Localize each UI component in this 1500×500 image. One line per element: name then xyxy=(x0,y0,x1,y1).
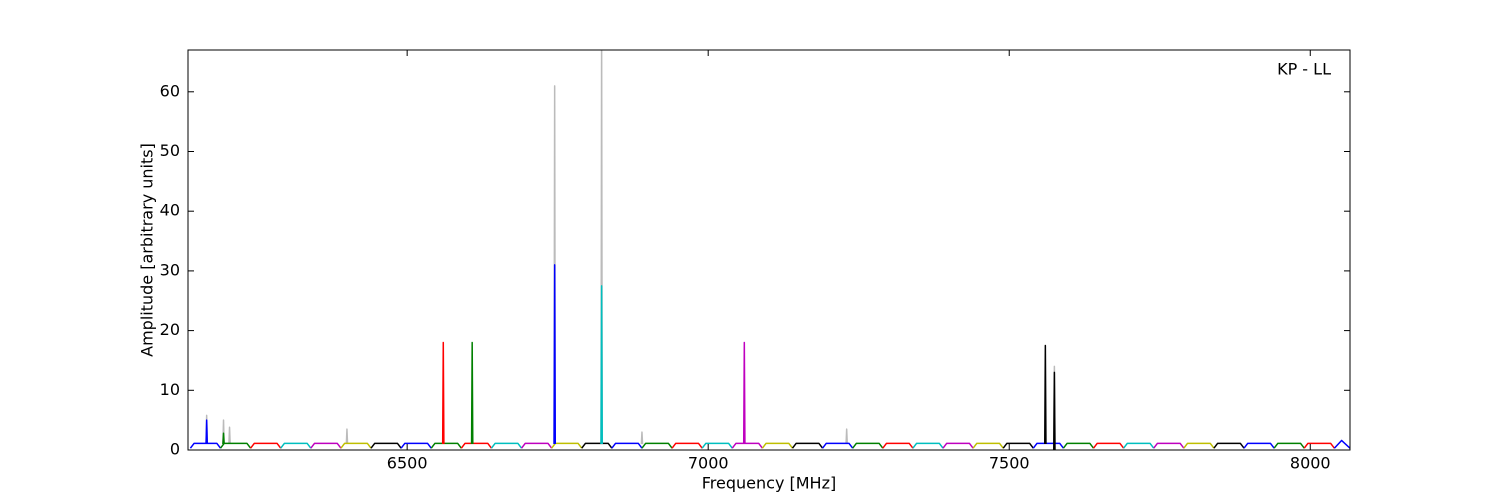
series-line xyxy=(310,442,342,449)
series-line xyxy=(1123,442,1155,449)
series-line xyxy=(490,442,523,449)
series-line xyxy=(1053,371,1056,450)
series-line xyxy=(611,442,643,449)
x-tick-label: 6500 xyxy=(387,454,428,473)
series-line xyxy=(551,442,583,449)
series-line xyxy=(400,442,432,449)
series-line xyxy=(250,442,282,449)
series-line xyxy=(1303,442,1335,449)
series-line xyxy=(1273,442,1305,449)
x-tick-label: 8000 xyxy=(1290,454,1331,473)
series-line xyxy=(600,285,603,445)
series-line xyxy=(553,264,557,445)
series-line xyxy=(520,442,553,449)
series-line xyxy=(1333,439,1350,449)
y-axis-label: Amplitude [arbitrary units] xyxy=(138,143,157,357)
series-line xyxy=(470,341,474,445)
series-line xyxy=(1213,442,1245,449)
series-line xyxy=(852,442,884,449)
y-tick-label: 10 xyxy=(160,380,180,399)
y-tick-label: 20 xyxy=(160,320,180,339)
series-line xyxy=(761,442,794,449)
x-axis-label: Frequency [MHz] xyxy=(702,474,836,493)
series-line xyxy=(1044,344,1047,445)
series-line xyxy=(430,442,462,449)
series-line xyxy=(791,442,824,449)
y-tick-label: 0 xyxy=(170,440,180,459)
plot-lines xyxy=(189,50,1350,450)
series-line xyxy=(671,442,703,449)
series-line xyxy=(1062,442,1095,449)
series-line xyxy=(942,442,974,449)
series-line xyxy=(222,432,225,445)
y-tick-label: 60 xyxy=(160,81,180,100)
series-line xyxy=(1032,442,1065,449)
series-line xyxy=(1002,442,1034,449)
series-line xyxy=(912,442,944,449)
series-line xyxy=(972,442,1004,449)
series-line xyxy=(280,442,312,449)
x-tick-label: 7500 xyxy=(989,454,1030,473)
series-line xyxy=(205,419,209,445)
x-tick-label: 7000 xyxy=(688,454,729,473)
series-line xyxy=(205,50,1056,445)
series-line xyxy=(460,442,493,449)
series-line xyxy=(821,442,854,449)
series-line xyxy=(701,442,733,449)
series-line xyxy=(1092,442,1125,449)
annotation: KP - LL xyxy=(1277,60,1331,79)
series-line xyxy=(370,442,402,449)
series-line xyxy=(742,341,746,445)
y-tick-label: 40 xyxy=(160,201,180,220)
series-line xyxy=(1243,442,1275,449)
y-tick-label: 50 xyxy=(160,141,180,160)
series-line xyxy=(340,442,372,449)
series-line xyxy=(1153,442,1185,449)
plot-frame xyxy=(187,49,1351,451)
series-line xyxy=(581,442,613,449)
series-line xyxy=(219,442,252,449)
series-line xyxy=(882,442,914,449)
series-line xyxy=(731,442,763,449)
y-tick-label: 30 xyxy=(160,260,180,279)
series-line xyxy=(641,442,673,449)
series-line xyxy=(441,341,445,445)
series-line xyxy=(1183,442,1215,449)
